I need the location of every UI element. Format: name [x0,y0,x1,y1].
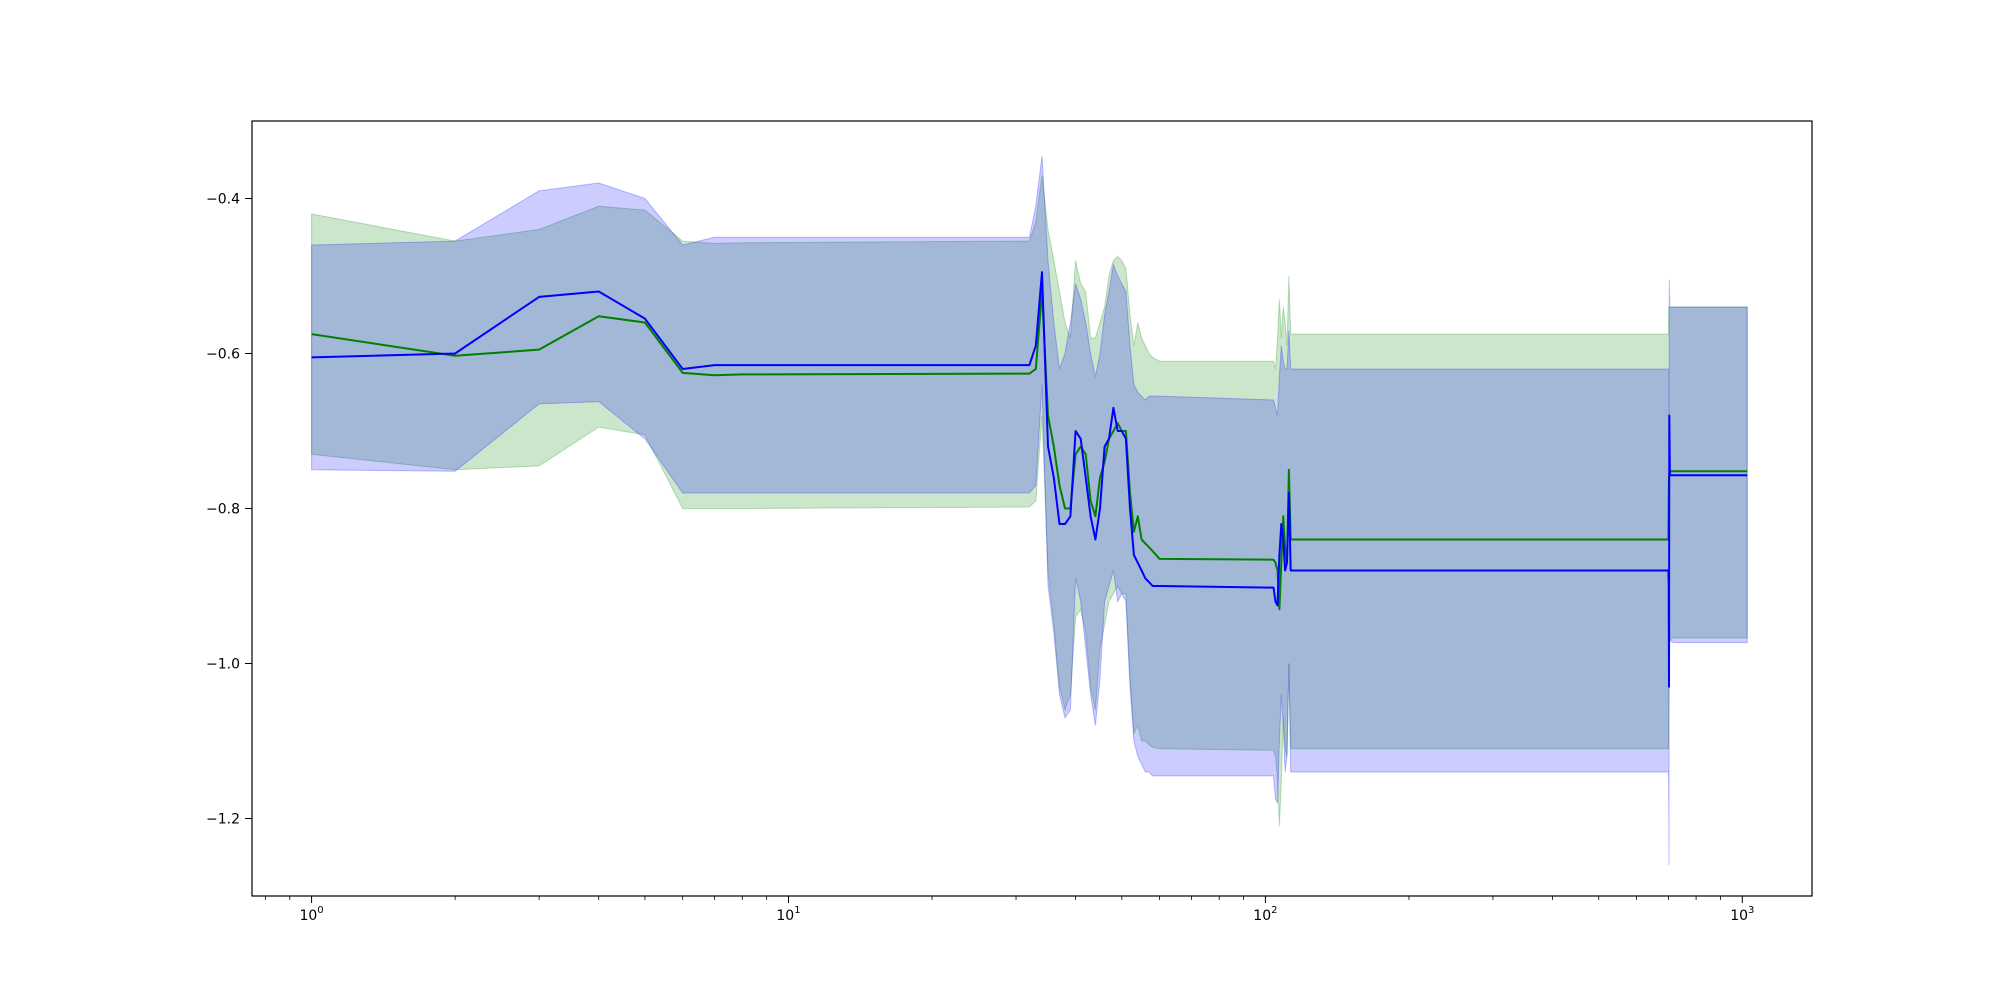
x-tick-label: 103 [1730,905,1754,924]
y-axis: −0.4 −0.6 −0.8 −1.0 −1.2 [206,192,252,828]
y-tick-label: −1.2 [206,812,240,828]
series-1-band [311,155,1748,866]
series-lines [311,271,1748,688]
x-axis: 100 101 102 103 [264,896,1754,924]
x-tick-label: 101 [776,905,800,924]
y-tick-label: −0.4 [206,192,240,208]
series-0-band [311,175,1748,827]
y-tick-label: −1.0 [206,657,240,673]
y-tick-label: −0.8 [206,502,240,518]
x-tick-label: 100 [299,905,323,924]
x-tick-label: 102 [1253,905,1277,924]
series-1-line [311,271,1748,688]
plot-area [311,155,1748,866]
y-tick-label: −0.6 [206,347,240,363]
confidence-bands [311,155,1748,866]
series-0-line [311,290,1748,611]
